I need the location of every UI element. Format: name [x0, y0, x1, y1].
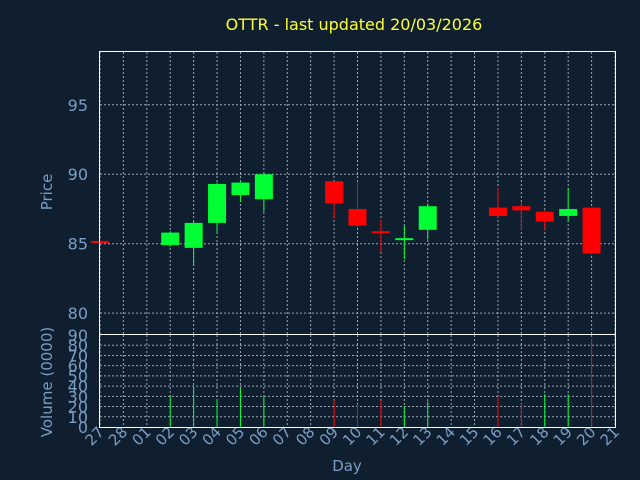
volume-tick-label: 10	[68, 408, 88, 427]
candle-body	[395, 238, 414, 241]
price-axis-label: Price	[38, 174, 56, 211]
volume-plot-frame	[99, 334, 616, 428]
volume-tick-label: 30	[68, 387, 88, 406]
candle-body	[371, 231, 390, 234]
candle-body	[161, 232, 180, 246]
price-tick-label: 80	[68, 304, 88, 323]
price-tick-label: 85	[68, 235, 88, 254]
candle-body	[231, 182, 250, 196]
chart-title: OTTR - last updated 20/03/2026	[226, 15, 483, 34]
price-tick-label: 95	[68, 96, 88, 115]
price-grid: 80 85 90 95	[68, 52, 616, 334]
volume-tick-label: 90	[68, 326, 88, 345]
candle-body	[184, 222, 203, 248]
candle-body	[535, 211, 554, 222]
candle-body	[254, 174, 273, 200]
candle-body	[348, 208, 367, 226]
volume-tick-label: 80	[68, 336, 88, 355]
candle-body	[582, 207, 601, 254]
candle-body	[488, 207, 507, 216]
volume-tick-label: 0	[78, 418, 88, 437]
candle-body	[418, 206, 437, 230]
volume-tick-label: 70	[68, 346, 88, 365]
candles-layer	[91, 172, 601, 266]
candle-body	[325, 181, 344, 204]
volume-tick-label: 40	[68, 377, 88, 396]
candle-body	[208, 183, 227, 223]
volume-tick-label: 20	[68, 398, 88, 417]
x-axis-label: Day	[332, 457, 362, 475]
volume-axis-label: Volume (0000)	[38, 327, 56, 437]
volume-tick-label: 60	[68, 357, 88, 376]
candle-body	[559, 208, 578, 216]
volume-tick-label: 50	[68, 367, 88, 386]
candle-body	[512, 206, 531, 211]
volume-bars-layer	[169, 339, 593, 427]
price-tick-label: 90	[68, 165, 88, 184]
